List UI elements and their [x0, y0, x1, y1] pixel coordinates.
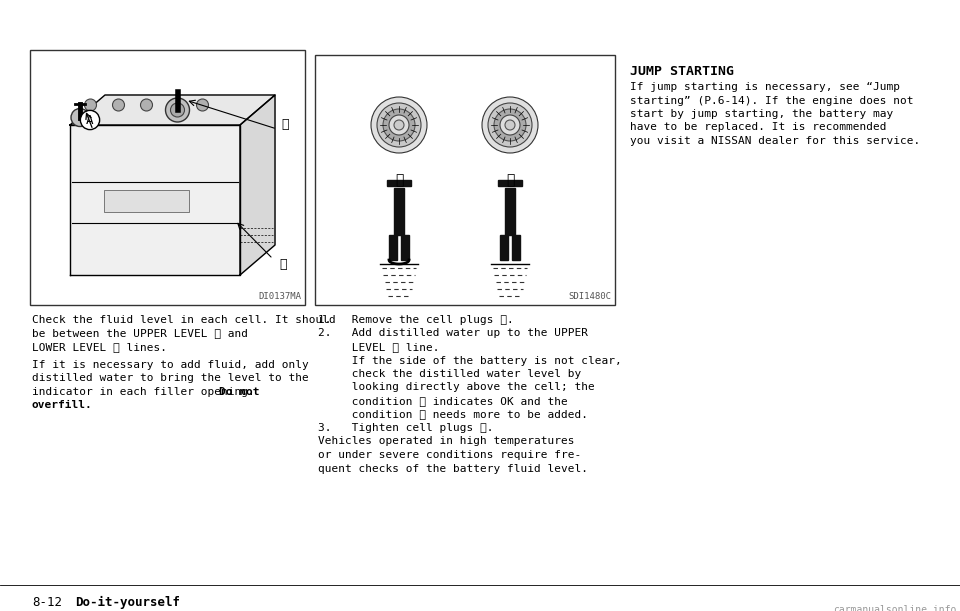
- Polygon shape: [498, 180, 522, 186]
- Polygon shape: [70, 125, 240, 275]
- Text: condition ② needs more to be added.: condition ② needs more to be added.: [318, 409, 588, 420]
- Circle shape: [112, 99, 125, 111]
- Text: If it is necessary to add fluid, add only: If it is necessary to add fluid, add onl…: [32, 359, 309, 370]
- Text: be between the UPPER LEVEL ① and: be between the UPPER LEVEL ① and: [32, 329, 248, 338]
- Text: Do not: Do not: [219, 387, 259, 397]
- Text: ②: ②: [279, 258, 287, 271]
- Text: ①: ①: [281, 119, 289, 131]
- Text: Do-it-yourself: Do-it-yourself: [75, 596, 180, 609]
- Text: Check the fluid level in each cell. It should: Check the fluid level in each cell. It s…: [32, 315, 336, 325]
- Text: condition ① indicates OK and the: condition ① indicates OK and the: [318, 396, 567, 406]
- Text: looking directly above the cell; the: looking directly above the cell; the: [318, 382, 595, 392]
- Text: start by jump starting, the battery may: start by jump starting, the battery may: [630, 109, 893, 119]
- Circle shape: [169, 99, 180, 111]
- Circle shape: [140, 99, 153, 111]
- Text: If the side of the battery is not clear,: If the side of the battery is not clear,: [318, 356, 622, 365]
- Polygon shape: [387, 180, 411, 186]
- Bar: [104, 189, 189, 212]
- Text: you visit a NISSAN dealer for this service.: you visit a NISSAN dealer for this servi…: [630, 136, 921, 146]
- Text: 1.   Remove the cell plugs Ⓐ.: 1. Remove the cell plugs Ⓐ.: [318, 315, 514, 325]
- Polygon shape: [394, 188, 404, 235]
- Circle shape: [197, 99, 208, 111]
- Circle shape: [494, 109, 526, 141]
- Text: 3.   Tighten cell plugs Ⓐ.: 3. Tighten cell plugs Ⓐ.: [318, 423, 493, 433]
- Bar: [30, 50, 305, 305]
- Polygon shape: [389, 235, 397, 260]
- Circle shape: [505, 120, 515, 130]
- Text: carmanualsonline.info: carmanualsonline.info: [833, 605, 957, 611]
- Circle shape: [165, 98, 189, 122]
- Circle shape: [394, 120, 404, 130]
- Text: have to be replaced. It is recommended: have to be replaced. It is recommended: [630, 122, 886, 133]
- Text: DI0137MA: DI0137MA: [258, 292, 301, 301]
- Bar: [315, 55, 615, 305]
- Circle shape: [377, 103, 421, 147]
- Text: or under severe conditions require fre-: or under severe conditions require fre-: [318, 450, 581, 460]
- Circle shape: [171, 103, 184, 117]
- Text: ②: ②: [506, 173, 515, 187]
- Polygon shape: [70, 95, 275, 125]
- Text: overfill.: overfill.: [32, 400, 93, 410]
- Text: indicator in each filler opening.: indicator in each filler opening.: [32, 387, 261, 397]
- Text: LEVEL ① line.: LEVEL ① line.: [318, 342, 440, 352]
- Polygon shape: [512, 235, 520, 260]
- Circle shape: [71, 109, 89, 126]
- Text: starting” (P.6-14). If the engine does not: starting” (P.6-14). If the engine does n…: [630, 95, 914, 106]
- Text: quent checks of the battery fluid level.: quent checks of the battery fluid level.: [318, 464, 588, 474]
- Text: A: A: [86, 114, 94, 126]
- Polygon shape: [240, 95, 275, 275]
- Text: distilled water to bring the level to the: distilled water to bring the level to th…: [32, 373, 309, 383]
- Text: 2.   Add distilled water up to the UPPER: 2. Add distilled water up to the UPPER: [318, 329, 588, 338]
- Circle shape: [383, 109, 415, 141]
- Text: check the distilled water level by: check the distilled water level by: [318, 369, 581, 379]
- Text: 8-12: 8-12: [32, 596, 62, 609]
- Polygon shape: [505, 188, 515, 235]
- Circle shape: [482, 97, 538, 153]
- Circle shape: [389, 115, 409, 135]
- Text: Vehicles operated in high temperatures: Vehicles operated in high temperatures: [318, 436, 574, 447]
- Polygon shape: [401, 235, 409, 260]
- Circle shape: [371, 97, 427, 153]
- Circle shape: [500, 115, 520, 135]
- Text: If jump starting is necessary, see “Jump: If jump starting is necessary, see “Jump: [630, 82, 900, 92]
- Circle shape: [488, 103, 532, 147]
- Text: LOWER LEVEL ② lines.: LOWER LEVEL ② lines.: [32, 342, 167, 352]
- Text: JUMP STARTING: JUMP STARTING: [630, 65, 734, 78]
- Circle shape: [84, 99, 97, 111]
- Polygon shape: [500, 235, 508, 260]
- Text: ①: ①: [395, 173, 403, 187]
- Text: SDI1480C: SDI1480C: [568, 292, 611, 301]
